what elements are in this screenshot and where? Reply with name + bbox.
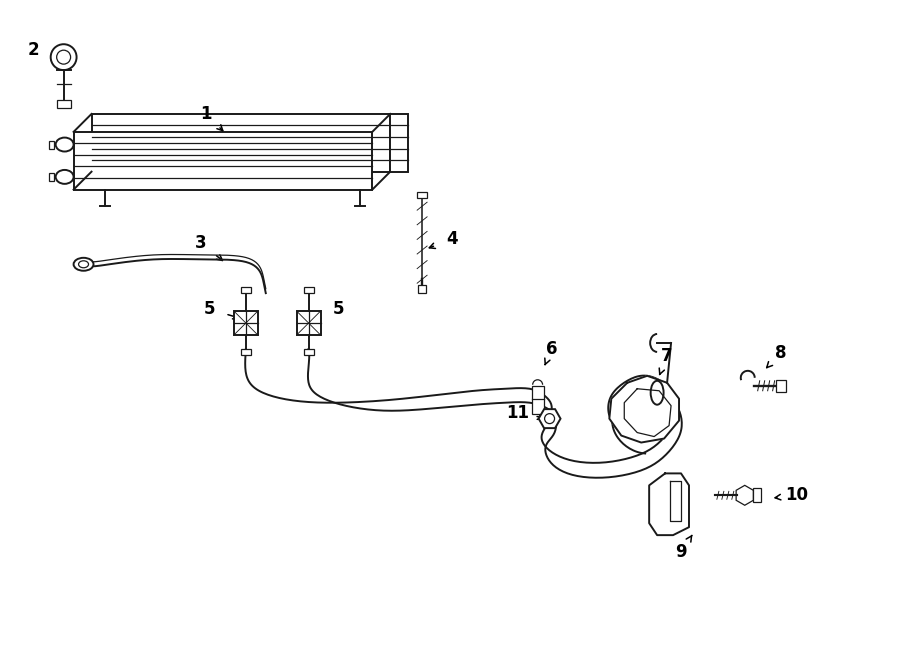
Bar [57, 100, 70, 108]
Bar [391, 114, 409, 172]
Ellipse shape [74, 258, 94, 271]
Text: 7: 7 [662, 347, 673, 365]
Text: 1: 1 [201, 105, 212, 123]
Circle shape [57, 50, 70, 64]
Text: 2: 2 [28, 41, 40, 59]
Text: 11: 11 [506, 404, 529, 422]
Text: 10: 10 [785, 486, 808, 504]
Bar [241, 287, 251, 293]
Bar [74, 132, 373, 190]
Bar [303, 287, 313, 293]
Bar [241, 349, 251, 355]
Bar [752, 488, 760, 502]
Polygon shape [649, 473, 689, 535]
Polygon shape [609, 376, 679, 442]
Bar [303, 349, 313, 355]
Bar [49, 173, 54, 181]
Bar [776, 380, 786, 392]
Bar [92, 114, 391, 172]
Circle shape [50, 44, 76, 70]
Bar [234, 311, 257, 335]
Text: 6: 6 [545, 340, 557, 358]
Bar [49, 141, 54, 149]
Text: 9: 9 [675, 543, 687, 561]
Bar [418, 285, 426, 293]
Text: 3: 3 [195, 235, 207, 253]
Text: 5: 5 [333, 300, 344, 318]
Bar [417, 192, 428, 198]
Ellipse shape [56, 170, 74, 184]
Text: 8: 8 [775, 344, 787, 362]
Ellipse shape [56, 137, 74, 151]
Text: 5: 5 [203, 300, 215, 318]
Bar [532, 386, 544, 414]
Text: 4: 4 [446, 231, 458, 249]
Ellipse shape [78, 261, 88, 268]
Ellipse shape [651, 381, 663, 405]
Bar [297, 311, 320, 335]
Circle shape [544, 414, 554, 424]
